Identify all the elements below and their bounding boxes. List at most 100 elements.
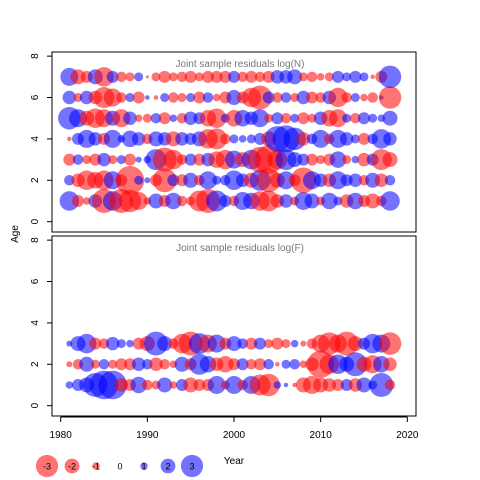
residual-bubble	[103, 88, 122, 107]
residual-bubble	[176, 154, 188, 165]
residual-bubble	[300, 340, 307, 347]
residual-bubble	[116, 155, 126, 165]
x-tick-label: 2020	[396, 430, 419, 441]
residual-bubble	[193, 378, 206, 391]
residual-bubble	[123, 111, 137, 125]
residual-bubble	[98, 370, 127, 400]
residual-bubble	[359, 72, 369, 82]
legend-label: 0	[117, 462, 122, 472]
residual-bubble	[126, 339, 134, 348]
residual-bubble	[329, 171, 347, 190]
residual-bubble	[130, 376, 147, 394]
residual-bubble	[194, 72, 204, 82]
y-tick-label: 2	[30, 177, 41, 183]
y-tick-label: 6	[30, 278, 41, 284]
residual-bubble	[306, 153, 318, 166]
size-legend: -3 -2 -1 0 1 2 3	[35, 454, 204, 478]
residual-bubble	[151, 72, 161, 82]
residual-bubble	[108, 359, 118, 369]
residual-bubble	[237, 338, 248, 349]
residual-bubble	[257, 373, 280, 397]
residual-bubble	[367, 92, 378, 103]
residual-bubble	[254, 358, 266, 371]
residual-bubble	[135, 156, 142, 163]
residual-bubble	[207, 375, 226, 394]
residual-bubble	[368, 113, 378, 123]
residual-bubble	[342, 155, 352, 165]
residual-bubble	[176, 195, 188, 207]
residual-bubble	[347, 192, 364, 210]
residual-bubble	[382, 110, 398, 126]
residual-bubble	[174, 356, 190, 372]
residual-bubble	[297, 112, 310, 125]
legend-bubble	[92, 462, 100, 470]
residual-bubble	[183, 377, 199, 393]
panel-log-n: Joint sample residuals log(N) 0 2 4 6 8	[30, 51, 417, 233]
residual-bubble	[271, 337, 284, 350]
residual-bubble	[324, 72, 334, 82]
residual-bubble	[186, 93, 196, 103]
residual-bubble	[165, 192, 182, 210]
residual-bubble	[339, 132, 354, 146]
legend-bubble	[160, 458, 176, 474]
residual-bubble	[329, 151, 347, 168]
residual-bubble	[280, 112, 292, 124]
residual-bubble	[246, 359, 257, 370]
y-tick-label: 8	[30, 53, 41, 59]
residual-bubble	[97, 152, 111, 167]
residual-bubble	[370, 74, 375, 80]
residual-bubble	[142, 379, 153, 391]
residual-bubble	[73, 93, 83, 103]
residual-bubble	[206, 190, 228, 212]
legend-bubble	[64, 458, 80, 474]
residual-bubble	[152, 168, 177, 193]
residual-bubble	[348, 173, 363, 188]
y-tick-label: 0	[30, 218, 41, 224]
residual-bubble	[168, 92, 179, 103]
residual-bubble	[365, 193, 381, 209]
residual-bubble	[125, 93, 135, 103]
residual-bubble	[217, 356, 234, 373]
panel-title-log-n: Joint sample residuals log(N)	[176, 59, 305, 70]
residual-bubble	[357, 152, 371, 167]
residual-bubble	[116, 339, 126, 349]
residual-bubble	[281, 359, 291, 369]
residual-bubble	[176, 71, 188, 83]
x-tick-label: 2000	[223, 430, 246, 441]
residual-bubble	[283, 382, 289, 388]
residual-bubble	[358, 112, 370, 125]
residual-bubble	[160, 93, 170, 103]
residual-bubble	[238, 135, 247, 143]
residual-bubble	[251, 109, 269, 128]
x-tick-label: 1980	[50, 430, 73, 441]
legend-label: -3	[43, 462, 51, 472]
residual-bubble	[153, 95, 159, 100]
plot-frame-log-n	[51, 51, 417, 233]
residual-bubble	[350, 93, 360, 103]
residual-bubble	[105, 336, 120, 351]
residual-bubble	[115, 358, 128, 371]
legend-label: -1	[92, 462, 100, 472]
residual-bubble	[358, 132, 370, 145]
residual-bubble	[72, 154, 84, 165]
residual-bubble	[220, 133, 231, 145]
residual-bubble	[287, 152, 303, 168]
legend-label: -2	[68, 462, 76, 472]
residual-bubble	[297, 153, 310, 166]
y-tick-label: 2	[30, 361, 41, 367]
residual-bubble	[378, 332, 402, 355]
residual-bubble	[184, 70, 197, 83]
residual-bubble	[76, 333, 97, 354]
bubbles-log-n	[58, 65, 402, 213]
residual-bubble	[254, 337, 266, 350]
residual-bubble	[321, 192, 338, 210]
residual-bubble	[175, 132, 189, 146]
residual-bubble	[342, 72, 352, 82]
residual-bubble	[351, 155, 360, 164]
residual-bubble	[131, 357, 146, 372]
residual-bubble	[322, 378, 337, 392]
residual-bubble	[134, 175, 144, 185]
residual-bubble	[264, 113, 274, 123]
residual-bubble	[145, 75, 149, 79]
legend-bubble	[35, 454, 59, 478]
